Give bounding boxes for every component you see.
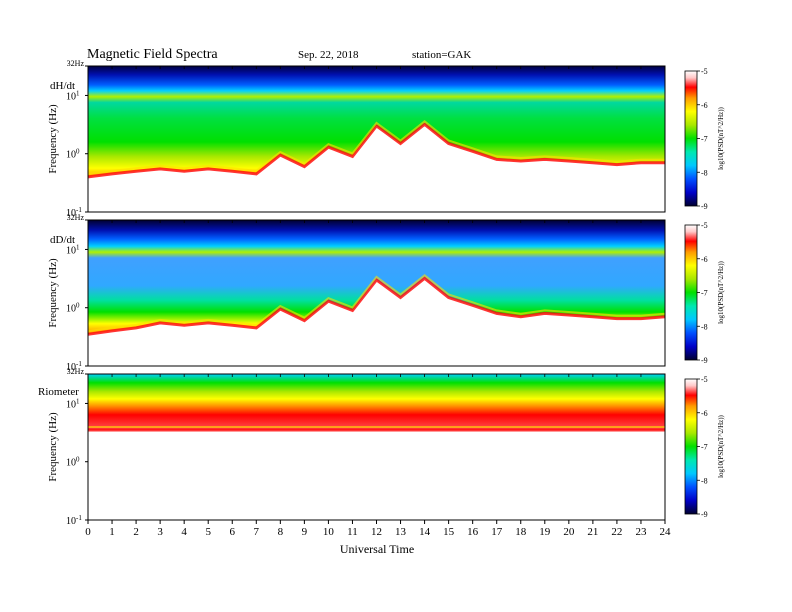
panel-riometer-colorbar: -5 -6 -7 -8 -9 log10(PSD(nT^2/Hz)) bbox=[684, 375, 725, 519]
panel-riometer-ylabel: Frequency (Hz) bbox=[47, 412, 59, 482]
x-tick-label: 23 bbox=[635, 526, 647, 538]
x-tick-label: 12 bbox=[371, 526, 382, 538]
y-tick-label: 101 bbox=[66, 243, 80, 256]
colorbar-tick-label: -9 bbox=[701, 202, 708, 211]
y-tick-label: 32Hz bbox=[67, 213, 85, 222]
x-tick-label: 14 bbox=[419, 526, 431, 538]
y-tick-label: 10-1 bbox=[66, 514, 82, 527]
x-axis: 0 1 2 3 4 5 6 7 8 9 10 11 12 13 14 15 16 17 18 19 20 21 22 23 24 bbox=[85, 520, 671, 538]
x-tick-label: 7 bbox=[254, 526, 260, 538]
panel-dhdt-frame bbox=[87, 65, 666, 213]
x-tick-label: 21 bbox=[587, 526, 598, 538]
x-tick-label: 24 bbox=[660, 526, 672, 538]
spectrum-floor-region bbox=[88, 278, 665, 366]
panel-riometer-label: Riometer bbox=[38, 386, 79, 398]
x-tick-label: 13 bbox=[395, 526, 407, 538]
colorbar-tick-label: -6 bbox=[701, 101, 708, 110]
panel-dddt-ylabel: Frequency (Hz) bbox=[47, 258, 59, 328]
colorbar-tick-label: -6 bbox=[701, 255, 708, 264]
colorbar-tick-label: -5 bbox=[701, 67, 708, 76]
panel-dddt-colorbar: -5 -6 -7 -8 -9 log10(PSD(nT^2/Hz)) bbox=[684, 221, 725, 365]
y-tick-label: 100 bbox=[66, 456, 80, 469]
figure-date: Sep. 22, 2018 bbox=[298, 49, 359, 61]
x-tick-label: 11 bbox=[347, 526, 358, 538]
spectrum-floor-halo bbox=[87, 274, 666, 333]
x-tick-label: 8 bbox=[278, 526, 284, 538]
colorbar-tick-label: -6 bbox=[701, 409, 708, 418]
y-tick-label: 32Hz bbox=[67, 367, 85, 376]
y-tick-label: 100 bbox=[66, 302, 80, 315]
y-tick-label: 101 bbox=[66, 89, 80, 102]
colorbar-tick-label: -7 bbox=[701, 443, 708, 452]
x-tick-label: 15 bbox=[443, 526, 455, 538]
y-tick-label: 100 bbox=[66, 148, 80, 161]
panel-riometer: Riometer Frequency (Hz) 32Hz 101 100 10-1 -… bbox=[38, 367, 725, 527]
figure-title: Magnetic Field Spectra bbox=[87, 47, 218, 62]
panel-dhdt-marks bbox=[87, 66, 666, 212]
x-tick-label: 18 bbox=[515, 526, 527, 538]
x-tick-label: 5 bbox=[205, 526, 211, 538]
panel-dhdt-colorbar: -5 -6 -7 -8 -9 log10(PSD(nT^2/Hz)) bbox=[684, 67, 725, 211]
colorbar-gradient bbox=[684, 70, 698, 207]
spectrum-floor-region bbox=[88, 430, 665, 520]
x-tick-label: 2 bbox=[133, 526, 139, 538]
panel-dhdt-ylabel: Frequency (Hz) bbox=[47, 104, 59, 174]
colorbar-tick-label: -5 bbox=[701, 221, 708, 230]
colorbar-gradient bbox=[684, 224, 698, 361]
x-tick-label: 6 bbox=[230, 526, 236, 538]
spectrum-floor-region bbox=[88, 124, 665, 212]
x-tick-label: 3 bbox=[157, 526, 163, 538]
x-tick-label: 19 bbox=[539, 526, 551, 538]
x-tick-label: 0 bbox=[85, 526, 91, 538]
colorbar-tick-label: -8 bbox=[701, 168, 708, 177]
colorbar-tick-label: -9 bbox=[701, 356, 708, 365]
x-tick-label: 10 bbox=[323, 526, 335, 538]
panel-dhdt-label: dH/dt bbox=[50, 80, 75, 92]
panel-dddt-frame bbox=[87, 219, 666, 367]
spectrum-floor-halo bbox=[87, 120, 665, 175]
x-tick-label: 4 bbox=[181, 526, 187, 538]
colorbar-tick-label: -7 bbox=[701, 289, 708, 298]
figure-station: station=GAK bbox=[412, 49, 471, 61]
y-tick-label: 101 bbox=[66, 397, 80, 410]
panel-dddt-label: dD/dt bbox=[50, 234, 75, 246]
colorbar-gradient bbox=[684, 378, 698, 515]
colorbar-tick-label: -8 bbox=[701, 322, 708, 331]
panel-dddt-marks bbox=[87, 220, 666, 366]
colorbar-label: log10(PSD(nT^2/Hz)) bbox=[717, 414, 725, 477]
x-tick-label: 16 bbox=[467, 526, 479, 538]
colorbar-tick-label: -7 bbox=[701, 135, 708, 144]
x-axis-label: Universal Time bbox=[340, 542, 414, 556]
y-tick-label: 32Hz bbox=[67, 59, 85, 68]
colorbar-label: log10(PSD(nT^2/Hz)) bbox=[717, 260, 725, 323]
x-tick-label: 22 bbox=[611, 526, 622, 538]
panel-riometer-yticks: 32Hz 101 100 10-1 bbox=[66, 367, 88, 527]
spectrum-floor-edge bbox=[87, 122, 665, 179]
x-tick-label: 17 bbox=[491, 526, 503, 538]
spectrum-floor-edge bbox=[87, 276, 666, 336]
x-tick-label: 9 bbox=[302, 526, 308, 538]
colorbar-tick-label: -5 bbox=[701, 375, 708, 384]
colorbar-tick-label: -8 bbox=[701, 476, 708, 485]
colorbar-label: log10(PSD(nT^2/Hz)) bbox=[717, 106, 725, 169]
colorbar-tick-label: -9 bbox=[701, 510, 708, 519]
panel-riometer-marks bbox=[87, 374, 666, 520]
x-tick-label: 20 bbox=[563, 526, 575, 538]
x-tick-label: 1 bbox=[109, 526, 115, 538]
